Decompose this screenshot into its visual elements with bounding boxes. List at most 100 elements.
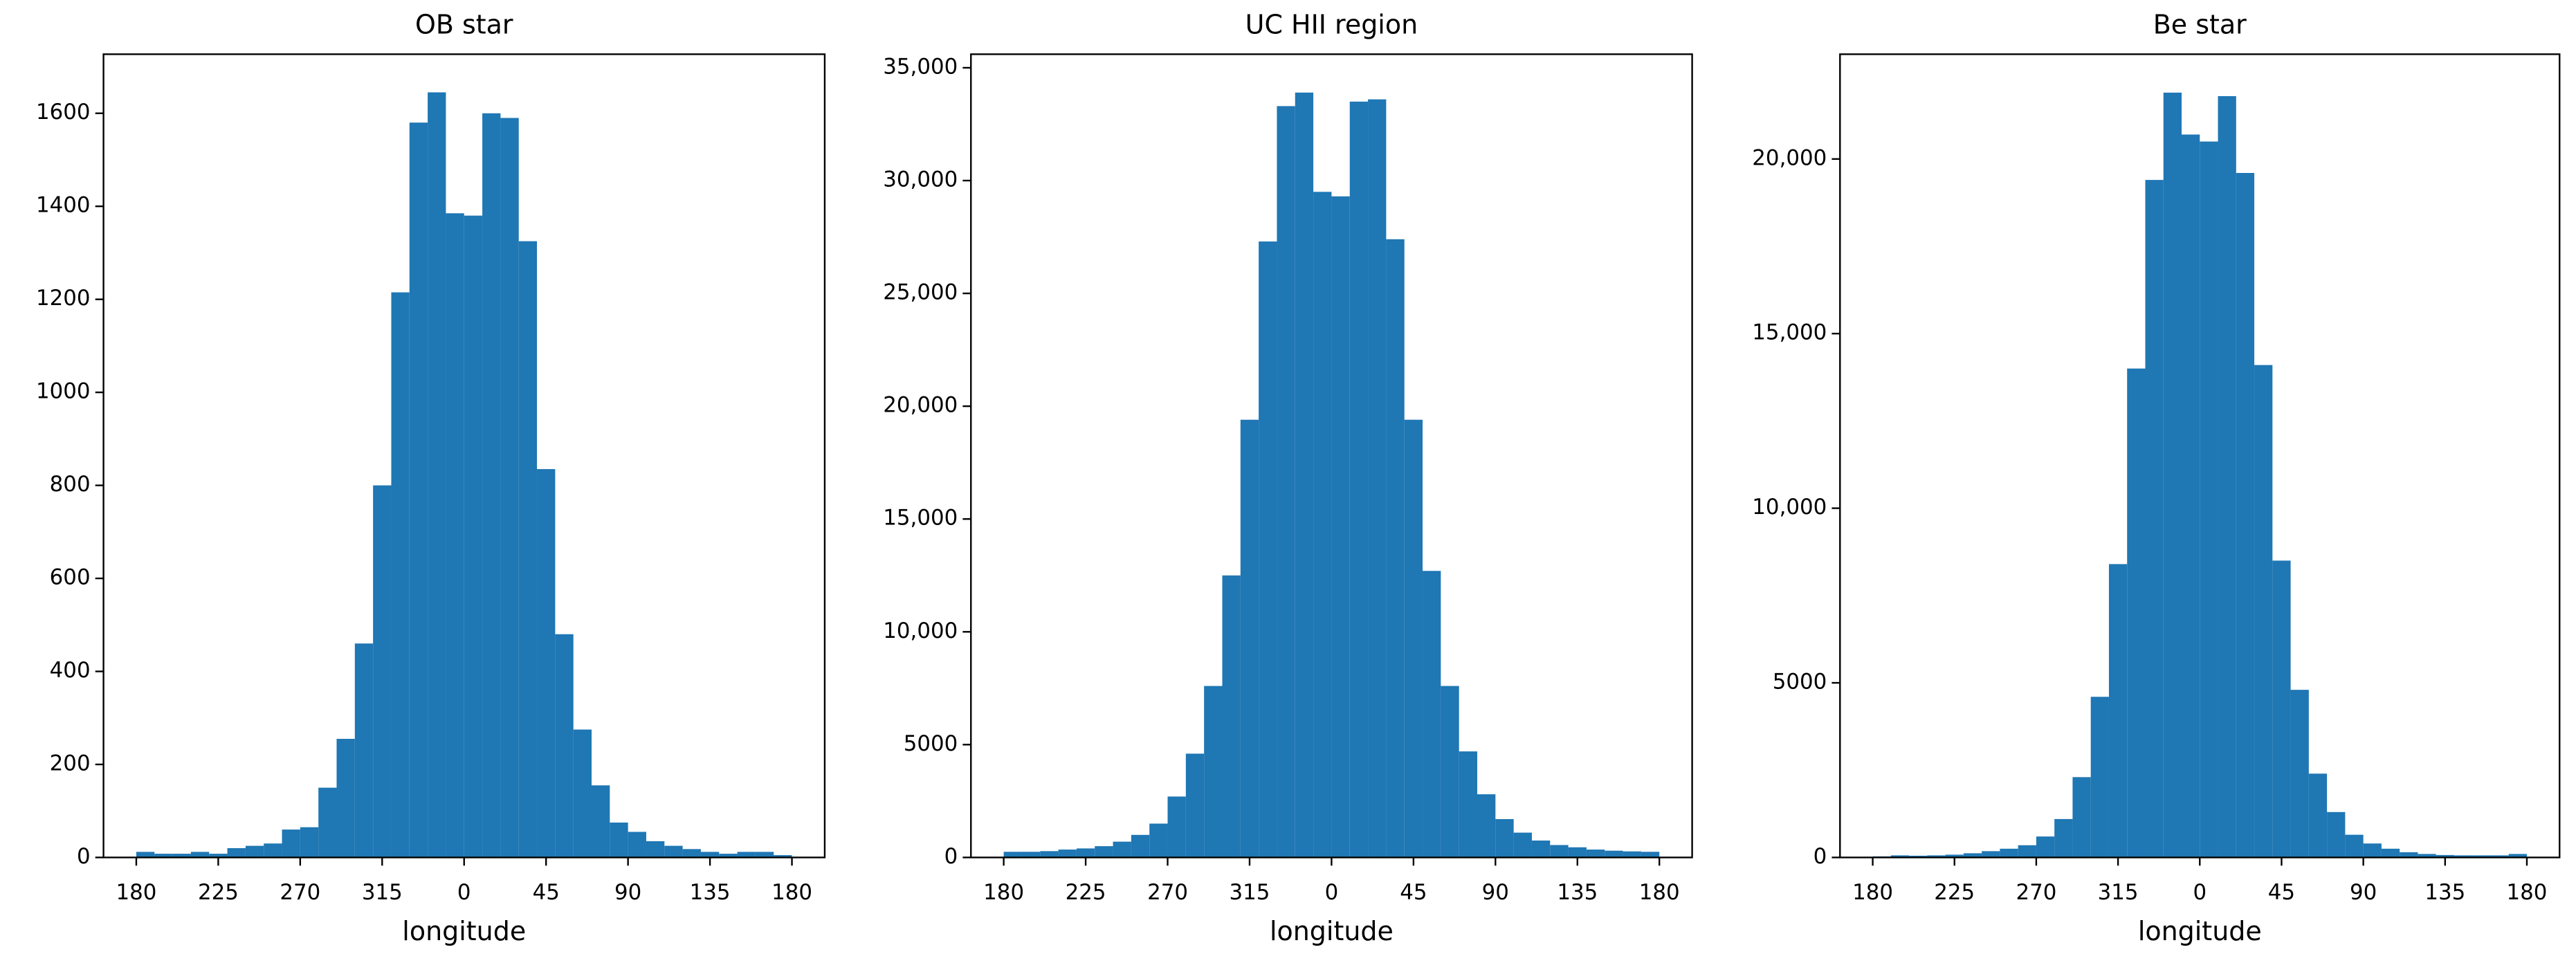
x-tick-label: 0 — [2193, 880, 2207, 905]
bar — [1441, 686, 1459, 858]
bar — [1605, 850, 1623, 858]
y-tick-label: 400 — [50, 658, 91, 683]
x-tick-label: 225 — [1066, 880, 1106, 905]
bar — [154, 854, 173, 858]
x-tick-label: 45 — [533, 880, 560, 905]
bar — [2000, 848, 2018, 858]
bar — [2182, 134, 2200, 858]
bar — [592, 785, 610, 858]
x-tick-label: 0 — [1325, 880, 1339, 905]
bar — [1477, 794, 1496, 858]
bar — [610, 823, 628, 858]
bar — [245, 845, 264, 858]
x-axis-label: longitude — [402, 916, 526, 946]
y-tick-label: 10,000 — [883, 618, 958, 643]
y-tick-label: 15,000 — [1752, 320, 1827, 345]
bar — [1204, 686, 1223, 858]
x-tick-label: 180 — [116, 880, 157, 905]
bar — [719, 854, 738, 858]
bar — [354, 643, 374, 858]
chart-title: UC HII region — [1245, 10, 1418, 40]
bar — [2454, 855, 2473, 858]
bar — [1927, 855, 1946, 858]
bar — [1568, 847, 1587, 858]
x-tick-label: 315 — [362, 880, 403, 905]
bar — [1149, 823, 1168, 858]
bar — [2090, 697, 2109, 858]
y-tick-label: 200 — [50, 751, 91, 776]
bar — [1058, 850, 1077, 858]
bar — [1623, 851, 1641, 858]
y-tick-label: 25,000 — [883, 280, 958, 305]
bar — [1909, 855, 1928, 858]
bar — [1021, 852, 1041, 858]
bar — [2218, 95, 2236, 858]
bar — [2200, 141, 2218, 858]
bar — [628, 832, 646, 858]
y-tick-label: 5000 — [904, 731, 958, 756]
bar — [1167, 796, 1186, 858]
bar — [1076, 848, 1095, 858]
bar — [737, 852, 756, 858]
bar — [282, 829, 300, 858]
bar — [1313, 192, 1332, 858]
x-tick-label: 135 — [1557, 880, 1598, 905]
bar — [2036, 836, 2055, 858]
bar — [2236, 173, 2255, 858]
bar — [664, 845, 683, 858]
bar — [1040, 851, 1059, 858]
bar — [2272, 560, 2291, 858]
x-tick-label: 270 — [1147, 880, 1188, 905]
bar — [1295, 92, 1314, 858]
bar — [1586, 850, 1605, 858]
bar — [2054, 818, 2073, 858]
x-tick-label: 45 — [2268, 880, 2295, 905]
y-tick-label: 10,000 — [1752, 495, 1827, 520]
x-tick-label: 180 — [1852, 880, 1893, 905]
bar — [755, 852, 774, 858]
bar — [1003, 852, 1022, 858]
bar — [1890, 855, 1910, 858]
bar — [2163, 92, 2182, 858]
y-tick-label: 1200 — [36, 286, 91, 311]
chart-title: OB star — [415, 10, 513, 40]
x-tick-label: 180 — [2507, 880, 2548, 905]
y-tick-label: 1400 — [36, 193, 91, 218]
bar — [1113, 841, 1131, 858]
bar — [1259, 241, 1277, 858]
bar — [2418, 854, 2436, 858]
bar — [190, 852, 210, 858]
x-tick-label: 135 — [690, 880, 731, 905]
y-tick-label: 0 — [1814, 844, 1827, 869]
bar — [1277, 106, 1295, 858]
bar — [2018, 845, 2036, 858]
bar — [1495, 818, 1514, 858]
bar — [1349, 101, 1369, 858]
x-tick-label: 90 — [1482, 880, 1509, 905]
x-tick-label: 315 — [2098, 880, 2139, 905]
bar — [336, 738, 355, 858]
bar — [2508, 854, 2527, 858]
bar — [1641, 852, 1660, 858]
bar — [1331, 196, 1350, 858]
bar — [1240, 419, 1259, 858]
bar — [1423, 571, 1441, 858]
bar — [464, 215, 483, 858]
bar — [373, 485, 392, 858]
bar — [500, 118, 519, 858]
bar — [1095, 846, 1113, 858]
bar — [1550, 845, 1569, 858]
x-tick-label: 225 — [198, 880, 239, 905]
bar — [391, 292, 410, 858]
bar — [1459, 751, 1477, 858]
y-tick-label: 600 — [50, 565, 91, 590]
bar — [1513, 832, 1532, 858]
bar — [1386, 239, 1405, 858]
bar — [1945, 854, 1964, 858]
bar — [2127, 368, 2146, 858]
bar — [1404, 419, 1423, 858]
bar — [1982, 851, 2000, 858]
bar — [318, 787, 337, 858]
